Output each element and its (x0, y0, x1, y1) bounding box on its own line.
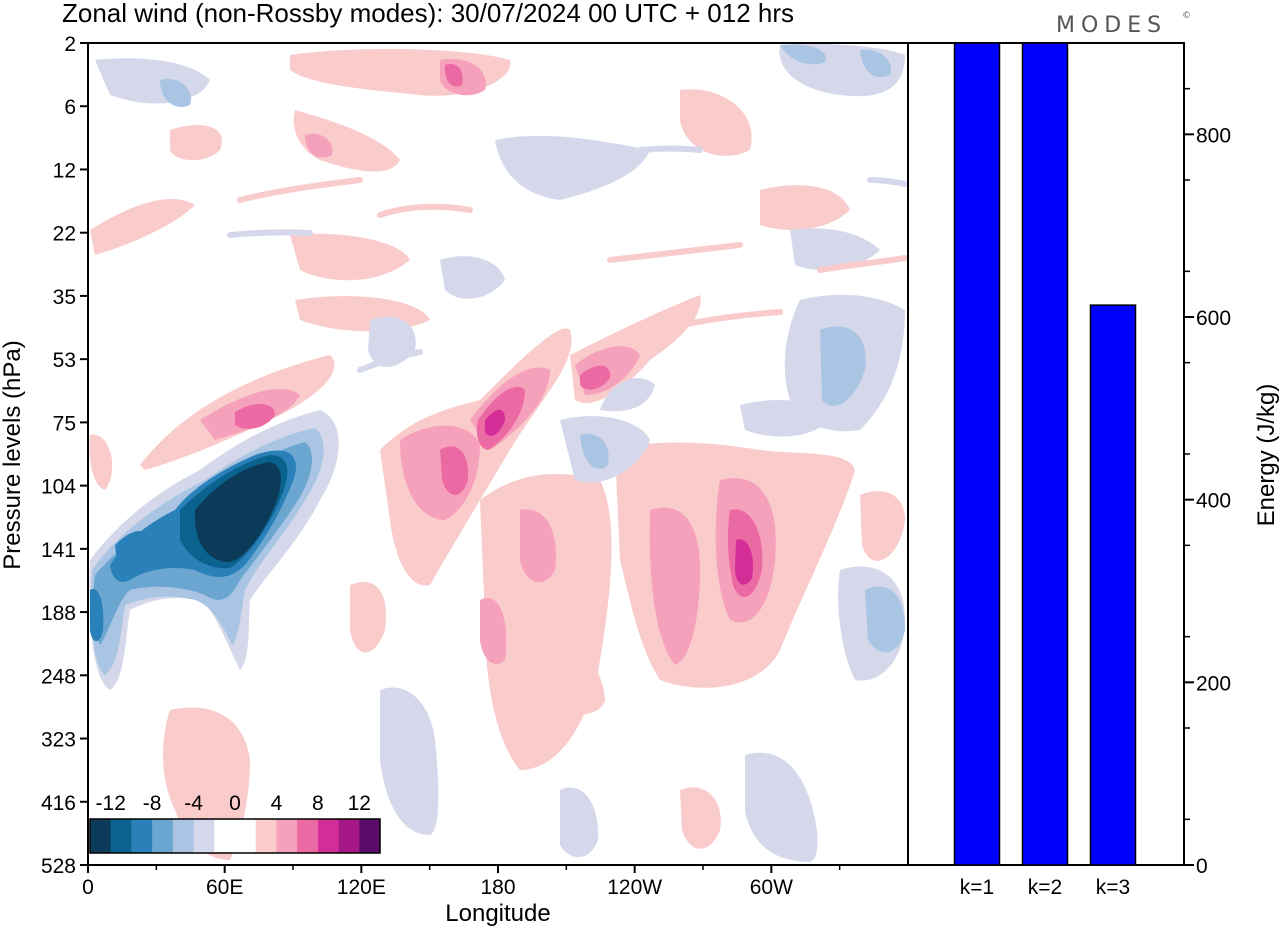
colorbar-swatch (193, 819, 215, 853)
heatmap-fields (89, 43, 908, 862)
colorbar-label: -8 (143, 792, 162, 815)
pressure-tick-label: 141 (41, 539, 76, 562)
longitude-tick-label: 120E (337, 876, 386, 899)
colorbar-swatch (297, 819, 319, 853)
energy-bar-k1 (953, 42, 1001, 866)
longitude-tick-label: 60W (750, 876, 793, 899)
pressure-axis: 2 6 12 22 35 53 75 104 141 188 248 323 416 528 (41, 33, 88, 878)
energy-tick-label: 600 (1196, 307, 1231, 330)
negative-streaks (227, 145, 908, 373)
pressure-tick-label: 188 (41, 602, 76, 625)
bar-category-label: k=3 (1096, 876, 1130, 899)
negative-moderate-regions (160, 44, 905, 653)
negative-jet (89, 410, 339, 690)
chart-title: Zonal wind (non-Rossby modes): 30/07/202… (62, 0, 794, 28)
colorbar-swatch (276, 819, 298, 853)
longitude-tick-label: 180 (480, 876, 515, 899)
colorbar-label: 8 (312, 792, 324, 815)
colorbar-swatch (338, 819, 360, 853)
energy-axis-title: Energy (J/kg) (1253, 384, 1280, 527)
pressure-tick-label: 416 (41, 792, 76, 815)
brand-logo: MODES (1056, 13, 1167, 38)
zonal-wind-heatmap (87, 42, 909, 866)
colorbar-swatch (90, 819, 112, 853)
pressure-tick-label: 323 (41, 729, 76, 752)
colorbar-swatch (131, 819, 153, 853)
colorbar-label: -12 (96, 792, 126, 815)
colorbar-swatch (235, 819, 257, 853)
pressure-axis-title: Pressure levels (hPa) (0, 340, 26, 569)
colorbar: -12 -8 -4 0 4 8 12 (89, 792, 381, 854)
colorbar-label: 0 (229, 792, 241, 815)
longitude-tick-label: 60E (206, 876, 243, 899)
pressure-tick-label: 104 (41, 476, 76, 499)
energy-tick-label: 200 (1196, 672, 1231, 695)
colorbar-swatch (110, 819, 132, 853)
brand-mark: © (1182, 11, 1191, 21)
energy-axis: 0 200 400 600 800 (1184, 87, 1231, 878)
energy-bar-k3 (1089, 304, 1137, 866)
energy-bar-k2 (1021, 42, 1069, 866)
longitude-tick-label: 0 (82, 876, 94, 899)
colorbar-swatch (317, 819, 340, 853)
pressure-tick-label: 6 (64, 96, 76, 119)
pressure-tick-label: 2 (64, 33, 76, 56)
pressure-tick-label: 35 (53, 286, 76, 309)
colorbar-label: 12 (348, 792, 371, 815)
longitude-tick-label: 120W (607, 876, 662, 899)
bar-category-label: k=1 (960, 876, 994, 899)
longitude-axis-title: Longitude (445, 900, 550, 927)
pressure-tick-label: 528 (41, 855, 76, 878)
colorbar-swatch (214, 819, 236, 853)
longitude-axis: 0 60E 120E 180 120W 60W (82, 865, 841, 899)
pressure-tick-label: 53 (53, 349, 76, 372)
colorbar-label: -4 (184, 792, 203, 815)
energy-tick-label: 400 (1196, 490, 1231, 513)
colorbar-swatch (255, 819, 277, 853)
energy-tick-label: 0 (1196, 855, 1208, 878)
pressure-tick-label: 22 (53, 223, 76, 246)
energy-tick-label: 800 (1196, 124, 1231, 147)
pressure-tick-label: 248 (41, 665, 76, 688)
energy-bar-chart: k=1 k=2 k=3 0 200 400 600 800 Energy (J/kg) (907, 42, 1280, 899)
bar-category-label: k=2 (1028, 876, 1062, 899)
colorbar-swatch (359, 819, 381, 853)
positive-streaks (237, 177, 908, 333)
colorbar-swatch (152, 819, 174, 853)
positive-cores (235, 63, 763, 597)
colorbar-frame (89, 818, 381, 854)
pressure-tick-label: 12 (53, 159, 76, 182)
colorbar-swatch (172, 819, 195, 853)
colorbar-label: 4 (271, 792, 283, 815)
pressure-tick-label: 75 (53, 412, 76, 435)
